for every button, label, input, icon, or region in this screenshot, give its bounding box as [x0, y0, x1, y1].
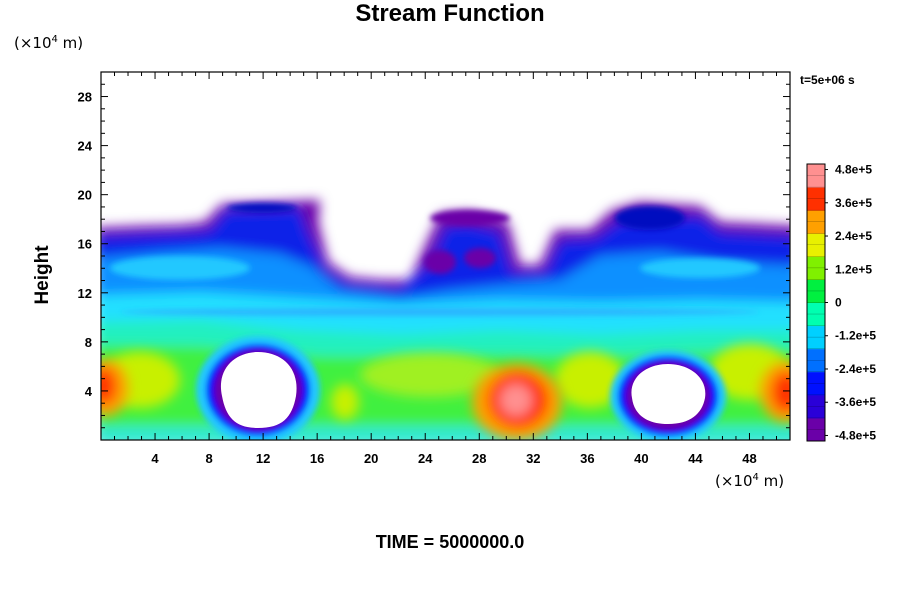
cyan-patch-right [640, 258, 760, 278]
blob-mid-ring [424, 250, 456, 274]
x-tick-label: 36 [580, 451, 594, 466]
y-tick-label: 8 [85, 335, 92, 350]
x-tick-label: 4 [151, 451, 159, 466]
colorbar-swatch [807, 348, 825, 373]
colorbar-label: -4.8e+5 [835, 428, 876, 442]
chart-title: Stream Function [355, 0, 545, 27]
colorbar-swatch [807, 325, 825, 350]
y-unit-label: (×104 m) [14, 34, 84, 52]
y-tick-label: 12 [78, 286, 92, 301]
yellow-patch-mid [360, 353, 500, 397]
blob-top-mid [430, 210, 510, 226]
white-gap-left [220, 352, 297, 428]
colorbar-label: 0 [835, 296, 842, 310]
colorbar-swatch [807, 233, 825, 257]
colorbar-swatch [807, 394, 825, 419]
colorbar-swatch [807, 187, 825, 211]
blob-top-right [615, 206, 685, 230]
blue-streak [120, 308, 760, 316]
y-axis: 4 8 12 16 20 24 28 [78, 83, 790, 429]
colorbar-label: 3.6e+5 [835, 196, 872, 210]
colorbar-swatch [807, 279, 825, 303]
colorbar-label: -2.4e+5 [835, 362, 876, 376]
x-tick-label: 40 [634, 451, 648, 466]
x-tick-label: 20 [364, 451, 378, 466]
colorbar-swatch [807, 256, 825, 280]
contour-field [101, 72, 790, 440]
max-left-red [101, 368, 116, 404]
x-tick-label: 12 [256, 451, 270, 466]
colorbar-swatch [807, 371, 825, 396]
max-center-pink [500, 384, 532, 416]
y-tick-label: 28 [78, 90, 92, 105]
colorbar: 4.8e+5 3.6e+5 2.4e+5 1.2e+5 0 -1.2e+5 -2.4e+5 -… [806, 163, 876, 442]
y-tick-label: 4 [85, 384, 93, 399]
x-tick-label: 16 [310, 451, 324, 466]
colorbar-label: 4.8e+5 [835, 163, 872, 177]
x-axis: 4 8 12 16 20 24 28 32 36 40 44 48 [114, 72, 777, 466]
x-tick-label: 24 [418, 451, 433, 466]
colorbar-label: 1.2e+5 [835, 262, 872, 276]
colorbar-swatch [807, 417, 825, 442]
x-tick-label: 8 [205, 451, 212, 466]
x-tick-label: 28 [472, 451, 486, 466]
white-gap-right [631, 364, 706, 424]
yellow-patch-right [555, 352, 625, 408]
y-tick-label: 20 [78, 188, 92, 203]
max-right-red [772, 372, 790, 412]
y-tick-label: 16 [78, 237, 92, 252]
x-tick-label: 48 [742, 451, 756, 466]
x-tick-label: 32 [526, 451, 540, 466]
colorbar-swatch [807, 302, 825, 327]
time-footer: TIME = 5000000.0 [375, 532, 525, 552]
colorbar-label: -3.6e+5 [835, 395, 876, 409]
x-tick-label: 44 [688, 451, 703, 466]
blob-mid-ring-2 [464, 248, 496, 268]
colorbar-swatch [807, 210, 825, 234]
colorbar-label: -1.2e+5 [835, 329, 876, 343]
blob-top-left [227, 203, 297, 213]
colorbar-swatch [807, 164, 825, 188]
y-tick-label: 24 [78, 139, 93, 154]
colorbar-label: 2.4e+5 [835, 229, 872, 243]
time-annotation: t=5e+06 s [800, 73, 855, 87]
yellow-patch-mid2 [331, 384, 359, 420]
cyan-patch-left [110, 256, 250, 280]
x-unit-label: (×104 m) [715, 472, 785, 490]
